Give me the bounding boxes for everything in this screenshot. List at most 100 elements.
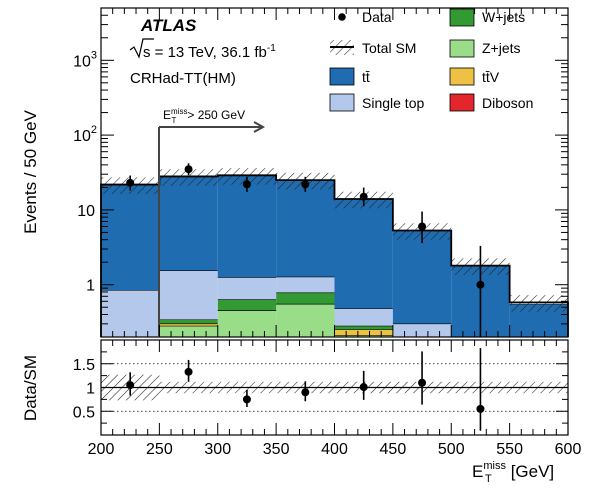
legend-diboson: Diboson xyxy=(449,93,533,112)
bar-w-jets-bin-2 xyxy=(217,299,277,311)
bar-tt-bin-5 xyxy=(392,230,452,324)
data-marker-3 xyxy=(301,180,310,189)
ratio-y-tick-label-2: 1.5 xyxy=(73,357,95,374)
legend-single-top: Single top xyxy=(329,93,424,112)
ratio-y-axis-title: Data/SM xyxy=(21,355,40,421)
svg-text:Single top: Single top xyxy=(362,95,424,111)
svg-text:Z+jets: Z+jets xyxy=(482,40,521,56)
data-point-4 xyxy=(359,187,368,207)
bar-tt-bin-0 xyxy=(101,184,160,291)
met-cut-label: Emiss T > 250 GeV xyxy=(163,107,245,125)
x-tick-label-0: 200 xyxy=(88,441,115,458)
data-point-3 xyxy=(301,176,310,192)
bar-z-jets-bin-1 xyxy=(159,326,218,337)
ratio-point-0 xyxy=(126,372,135,396)
ratio-y-tick-label-0: 0.5 xyxy=(73,404,95,421)
main-y-tick-label-0: 1 xyxy=(86,278,95,295)
x-tick-label-6: 500 xyxy=(438,441,465,458)
total-sm-band-bin-2 xyxy=(217,168,277,185)
bar-tt-bin-4 xyxy=(334,199,393,309)
total-sm-band-bin-1 xyxy=(159,169,218,186)
met-cut-arrow: Emiss T > 250 GeV xyxy=(158,107,266,336)
data-marker-0 xyxy=(126,178,135,187)
x-axis-title: Emiss T [GeV] xyxy=(472,460,554,485)
x-tick-label-4: 400 xyxy=(321,441,348,458)
ratio-point-1 xyxy=(184,359,193,382)
main-y-tick-label-1: 10 xyxy=(77,203,95,220)
legend: Data Total SM tt̄ Single top W+jets Z+je… xyxy=(329,8,533,112)
x-tick-label-1: 250 xyxy=(146,441,173,458)
main-y-axis: 1 10 102 103 xyxy=(73,7,568,338)
main-y-axis-title: Events / 50 GeV xyxy=(21,109,40,233)
bar-ttv-bin-4 xyxy=(334,329,393,336)
main-y-tick-label-2: 102 xyxy=(73,124,97,145)
bar-tt-bin-3 xyxy=(276,180,335,277)
ratio-marker-6 xyxy=(476,404,485,413)
legend-total-sm: Total SM xyxy=(330,40,416,56)
region-label: CRHad-TT(HM) xyxy=(130,70,236,87)
ratio-reference-lines xyxy=(101,363,568,412)
svg-text:s = 13 TeV, 36.1 fb-1: s = 13 TeV, 36.1 fb-1 xyxy=(143,43,276,61)
bar-tt-bin-1 xyxy=(159,176,218,271)
data-marker-2 xyxy=(242,180,251,189)
bar-single-top-bin-2 xyxy=(217,277,277,300)
ratio-y-axis: 0.5 1 1.5 xyxy=(73,351,568,424)
bar-w-jets-bin-4 xyxy=(334,326,393,330)
legend-data: Data xyxy=(338,9,392,25)
bar-ttv-bin-1 xyxy=(159,323,218,327)
legend-wjets: W+jets xyxy=(449,8,525,27)
x-tick-label-2: 300 xyxy=(204,441,231,458)
bar-single-top-bin-1 xyxy=(159,270,218,320)
stacked-histogram xyxy=(101,174,568,338)
ratio-point-3 xyxy=(301,381,310,402)
ratio-point-4 xyxy=(359,370,368,400)
ratio-marker-5 xyxy=(418,378,427,387)
bar-w-jets-bin-3 xyxy=(276,292,335,305)
bar-z-jets-bin-3 xyxy=(276,304,335,337)
ratio-y-tick-label-1: 1 xyxy=(86,381,95,398)
svg-text:tt̄V: tt̄V xyxy=(482,69,500,85)
svg-text:W+jets: W+jets xyxy=(482,9,525,25)
data-point-1 xyxy=(184,163,193,176)
svg-text:Data: Data xyxy=(362,9,392,25)
ratio-point-2 xyxy=(242,389,251,407)
total-sm-band-bin-7 xyxy=(509,295,568,312)
experiment-label: ATLAS xyxy=(140,16,197,35)
ratio-point-5 xyxy=(418,351,427,405)
data-marker-6 xyxy=(476,280,485,289)
x-tick-label-8: 600 xyxy=(555,441,582,458)
svg-text:Diboson: Diboson xyxy=(482,95,533,111)
data-point-6 xyxy=(476,245,485,337)
energy-lumi-label: s = 13 TeV, 36.1 fb-1 xyxy=(129,38,276,61)
data-point-0 xyxy=(126,175,135,191)
svg-text:tt̄: tt̄ xyxy=(362,69,370,85)
bar-z-jets-bin-2 xyxy=(217,310,277,337)
data-points xyxy=(126,163,485,337)
data-marker-5 xyxy=(418,222,427,231)
bar-w-jets-bin-1 xyxy=(159,319,218,324)
x-tick-label-7: 550 xyxy=(496,441,523,458)
ratio-point-6 xyxy=(476,348,485,431)
ratio-marker-3 xyxy=(301,388,310,397)
x-tick-label-3: 350 xyxy=(263,441,290,458)
bar-single-top-bin-4 xyxy=(334,308,393,327)
data-marker-1 xyxy=(184,165,193,174)
svg-text:Total SM: Total SM xyxy=(362,40,416,56)
bar-single-top-bin-3 xyxy=(276,276,335,293)
bar-z-jets-bin-4 xyxy=(334,335,393,337)
ratio-marker-4 xyxy=(359,383,368,392)
ratio-marker-0 xyxy=(126,381,135,390)
data-marker-4 xyxy=(359,192,368,201)
data-point-5 xyxy=(418,211,427,244)
main-y-tick-label-3: 103 xyxy=(73,49,97,70)
data-point-2 xyxy=(242,176,251,192)
legend-ttv: tt̄V xyxy=(449,67,500,86)
legend-zjets: Z+jets xyxy=(449,39,521,58)
legend-ttbar: tt̄ xyxy=(329,67,370,86)
bar-single-top-bin-0 xyxy=(101,290,160,337)
x-tick-label-5: 450 xyxy=(380,441,407,458)
ratio-points xyxy=(126,348,485,431)
outline-single-top xyxy=(101,270,452,325)
bar-single-top-bin-5 xyxy=(392,323,452,337)
